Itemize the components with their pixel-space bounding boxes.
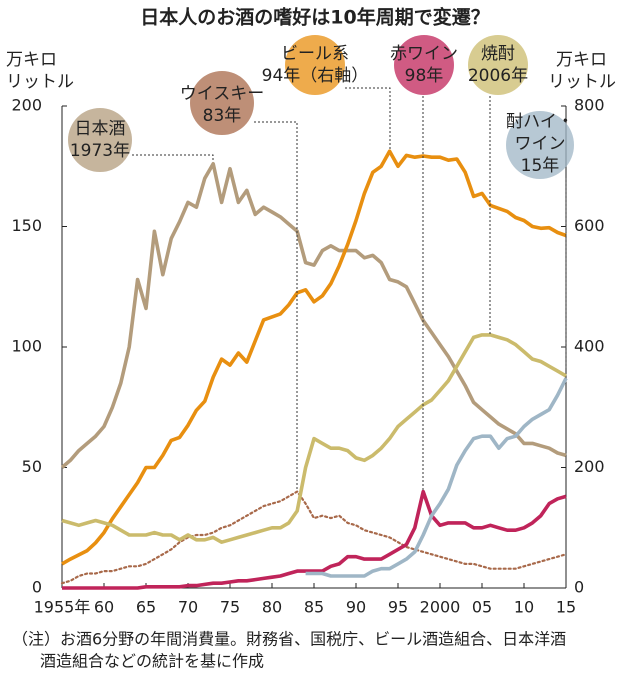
series-line	[60, 490, 568, 585]
x-tick-label: 15	[556, 598, 576, 617]
series-line	[60, 162, 567, 469]
bubble-text: 15年	[521, 156, 560, 176]
leader-line	[345, 87, 391, 150]
chart-title: 日本人のお酒の嗜好は10年周期で変遷？	[140, 6, 489, 29]
y2-axis-label: リットル	[548, 72, 616, 92]
series-line	[305, 377, 568, 578]
y-tick-label: 150	[11, 216, 42, 235]
bubble-text: 酎ハイ・	[506, 112, 574, 132]
bubble-text: 83年	[203, 106, 242, 126]
y-axis-label: リットル	[6, 72, 74, 92]
leader-line	[132, 154, 214, 160]
bubble-text: 1973年	[70, 141, 130, 161]
series-line	[62, 489, 567, 590]
bubble-text: ワイン	[515, 134, 566, 154]
bubble-text: ビール系	[281, 44, 349, 64]
lines	[60, 149, 568, 590]
series-line	[61, 149, 567, 566]
y-tick-label: 200	[11, 96, 42, 115]
y2-tick-label: 200	[574, 457, 605, 476]
bubble-text: 98年	[405, 66, 444, 86]
y2-tick-label: 800	[574, 96, 605, 115]
y-axis-label: 万キロ	[6, 50, 57, 70]
x-tick-label: 1955年	[34, 598, 91, 617]
bubble-text: 赤ワイン	[390, 44, 458, 64]
bubble	[468, 35, 528, 95]
x-tick-label: 60	[94, 598, 114, 617]
x-tick-label: 10	[514, 598, 534, 617]
footnote: （注）お酒6分野の年間消費量。財務省、国税庁、ビール酒造組合、日本洋酒	[12, 630, 566, 649]
x-tick-label: 95	[388, 598, 408, 617]
y-tick-label: 0	[32, 578, 42, 597]
x-tick-label: 85	[304, 598, 324, 617]
leader-line	[254, 121, 298, 490]
x-tick-label: 80	[262, 598, 282, 617]
y2-tick-label: 400	[574, 337, 605, 356]
bubble-text: 日本酒	[75, 119, 126, 139]
x-tick-label: 2000	[420, 598, 461, 617]
leader-lines	[132, 87, 567, 490]
bubble-text: 焼酎	[481, 44, 515, 64]
bubble	[506, 111, 574, 179]
y2-axis-label: 万キロ	[556, 50, 607, 70]
bubbles: 日本酒 1973年 ウイスキー 83年 ビール系 94年（右軸） 赤ワイン 98…	[68, 35, 574, 179]
bubble	[190, 71, 254, 135]
bubble	[285, 35, 345, 95]
bubble	[394, 35, 454, 95]
bubble-text: 94年（右軸）	[262, 66, 369, 86]
y-tick-label: 100	[11, 337, 42, 356]
x-tick-label: 65	[136, 598, 156, 617]
y2-tick-label: 0	[574, 578, 584, 597]
bubble-text: 2006年	[468, 66, 528, 86]
x-tick-label: 90	[346, 598, 366, 617]
footnote: 酒造組合などの統計を基に作成	[40, 652, 264, 671]
y-tick-label: 50	[22, 457, 42, 476]
x-tick-label: 05	[472, 598, 492, 617]
y2-tick-label: 600	[574, 216, 605, 235]
series-line	[61, 333, 567, 544]
x-tick-label: 70	[178, 598, 198, 617]
bubble-text: ウイスキー	[180, 84, 265, 104]
bubble	[68, 108, 132, 172]
x-tick-label: 75	[220, 598, 240, 617]
